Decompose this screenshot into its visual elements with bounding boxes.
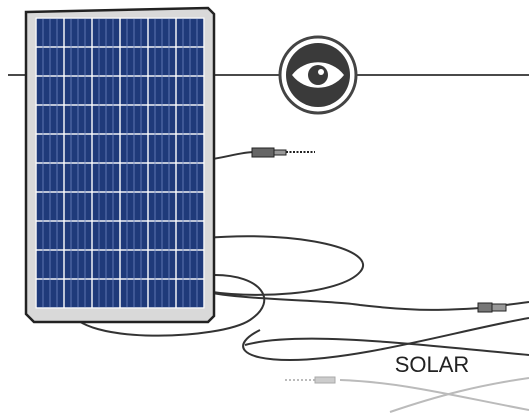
connectors (252, 148, 506, 312)
eye-icon[interactable] (280, 37, 356, 113)
page: SOLAR (() => { const data = JSON.parse(d… (0, 0, 529, 417)
solar-panel (26, 8, 214, 322)
label: SOLAR (395, 352, 470, 377)
illustration: SOLAR (0, 0, 529, 417)
faded-cables (285, 377, 529, 412)
